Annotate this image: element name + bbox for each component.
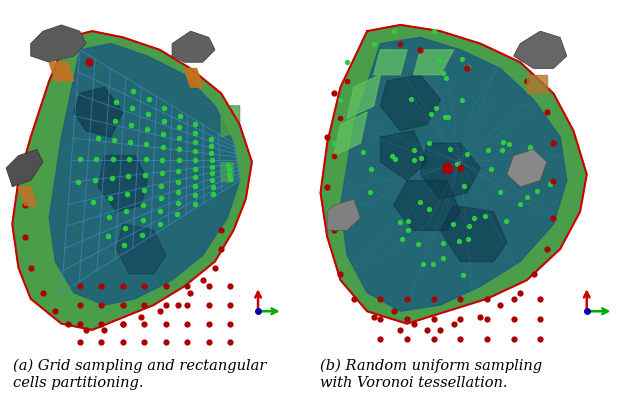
Text: (a) Grid sampling and rectangular
cells partitioning.: (a) Grid sampling and rectangular cells … [13,359,266,390]
Polygon shape [172,31,215,62]
Polygon shape [221,106,239,137]
Polygon shape [116,224,166,274]
Polygon shape [6,150,43,187]
Text: (b) Random uniform sampling
with Voronoi tessellation.: (b) Random uniform sampling with Voronoi… [320,359,542,390]
Polygon shape [347,75,380,118]
Polygon shape [394,181,460,230]
Polygon shape [99,156,147,212]
Polygon shape [49,44,239,305]
Polygon shape [380,75,440,131]
Polygon shape [221,162,234,181]
Polygon shape [334,112,367,156]
Polygon shape [327,199,360,230]
Polygon shape [413,50,454,75]
Polygon shape [513,31,567,68]
Polygon shape [31,25,86,62]
Polygon shape [340,37,567,311]
Polygon shape [49,62,74,81]
Polygon shape [74,87,123,137]
Polygon shape [19,187,37,205]
Polygon shape [12,31,252,330]
Polygon shape [440,205,507,261]
Polygon shape [374,50,407,75]
Polygon shape [527,75,547,93]
Polygon shape [420,143,480,199]
Polygon shape [184,68,203,87]
Polygon shape [507,150,547,187]
Polygon shape [380,131,427,181]
Polygon shape [321,25,587,324]
